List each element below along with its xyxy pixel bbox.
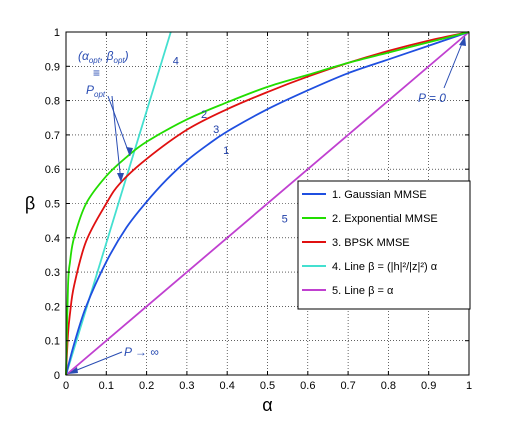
x-tick-label: 0.4 (220, 380, 235, 392)
curve-label-4: 4 (173, 56, 179, 68)
popt-arrowhead-2 (117, 173, 124, 182)
legend-entry: 1. Gaussian MMSE (332, 189, 427, 201)
legend-entry: 3. BPSK MMSE (332, 237, 410, 249)
x-tick-label: 0.2 (139, 380, 154, 392)
x-tick-label: 0.3 (179, 380, 194, 392)
p-infinity-label: P → ∞ (124, 345, 159, 359)
y-axis-label: β (25, 194, 35, 214)
series-line-3 (65, 31, 470, 376)
p-zero-arrowhead (459, 36, 466, 46)
x-tick-label: 0.6 (300, 380, 315, 392)
p-infinity-arrow (71, 351, 123, 373)
x-tick-label: 0.9 (421, 380, 436, 392)
x-axis-label: α (262, 395, 272, 415)
x-tick-label: 0.5 (260, 380, 275, 392)
y-tick-label: 0.2 (45, 301, 60, 313)
series-line-1 (65, 31, 470, 376)
equiv-symbol: ≡ (93, 66, 100, 80)
legend: 1. Gaussian MMSE 2. Exponential MMSE 3. BP… (297, 180, 471, 310)
x-tick-label: 0.1 (99, 380, 114, 392)
curve-label-5: 5 (282, 213, 288, 225)
y-tick-label: 0.6 (45, 164, 60, 176)
y-tick-label: 0.8 (45, 96, 60, 108)
y-tick-label: 0.9 (45, 61, 60, 73)
curve-label-1: 1 (223, 145, 229, 157)
series-layer (65, 31, 470, 376)
y-tick-label: 0 (54, 370, 60, 382)
popt-arrow-1 (107, 95, 131, 157)
y-tick-label: 0.7 (45, 130, 60, 142)
x-tick-label: 0.8 (381, 380, 396, 392)
x-tick-label: 0.7 (340, 380, 355, 392)
curve-label-2: 2 (201, 109, 207, 121)
series-line-5 (65, 31, 470, 376)
x-tick-label: 0 (63, 380, 69, 392)
legend-box (297, 180, 471, 310)
p-infinity-arrowhead (68, 367, 78, 374)
y-tick-label: 1 (54, 27, 60, 39)
popt-arrowhead-1 (126, 147, 133, 156)
popt-arrow-2 (111, 95, 122, 183)
legend-entry: 2. Exponential MMSE (332, 213, 438, 225)
y-tick-label: 0.4 (45, 233, 60, 245)
legend-entry: 4. Line β = (|h|²/|z|²) α (332, 261, 438, 273)
p-infinity-annotation: P → ∞ (68, 345, 159, 374)
series-line-2 (65, 31, 470, 376)
ticks: 0 0.1 0.2 0.3 0.4 0.5 0.6 0.7 0.8 0.9 1 0 0.1 0.2 0.3 0… (45, 27, 472, 392)
series-line-4 (65, 31, 172, 376)
legend-entry: 5. Line β = α (332, 285, 394, 297)
p-zero-annotation: P = 0 (418, 36, 466, 105)
y-tick-label: 0.3 (45, 267, 60, 279)
x-tick-label: 1 (466, 380, 472, 392)
y-tick-label: 0.5 (45, 199, 60, 211)
curve-label-3: 3 (213, 124, 219, 136)
p-zero-label: P = 0 (418, 91, 446, 105)
y-tick-label: 0.1 (45, 336, 60, 348)
p-zero-arrow (443, 40, 464, 89)
